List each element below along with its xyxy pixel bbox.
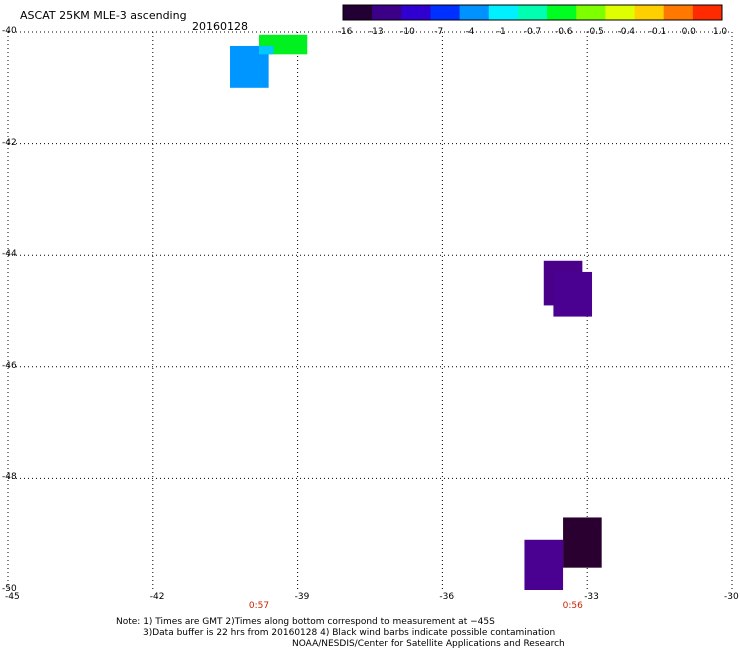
footer-credit: NOAA/NESDIS/Center for Satellite Applica… [292,639,565,649]
colorbar-frame [342,4,723,21]
footer-note-line2: 3)Data buffer is 22 hrs from 20160128 4)… [143,628,556,638]
colorbar-label: -0.5 [586,27,604,37]
x-tick-label: -45 [5,592,20,602]
colorbar-label: -7 [434,27,444,37]
colorbar-label: -0.4 [617,27,636,37]
colorbar-segment [634,5,665,20]
colorbar-label: 0.0 [681,27,696,37]
colorbar-label: -0.6 [554,27,573,37]
colorbar-segment [663,5,694,20]
y-tick-label: -44 [2,249,17,260]
time-label: 0:57 [248,601,270,611]
chart-date: 20160128 [192,20,248,33]
footer-note-line1: Note: 1) Times are GMT 2)Times along bot… [116,617,495,627]
colorbar-label: -0.7 [523,27,542,37]
y-tick-label: -40 [2,26,17,36]
chart-title: ASCAT 25KM MLE-3 ascending [20,9,187,22]
data-cell [553,271,593,317]
colorbar-segment [576,5,606,20]
y-tick-label: -48 [2,472,17,483]
colorbar-segment [517,5,548,20]
colorbar-segment [692,5,723,20]
colorbar-label: -10 [400,27,415,37]
data-cell [524,539,564,590]
colorbar-segment [547,5,577,20]
colorbar-segment [459,5,490,20]
y-tick-label: -42 [2,137,17,148]
y-tick-label: -46 [2,360,17,371]
colorbar-label: -16 [337,27,353,37]
colorbar-label: -13 [368,27,384,37]
data-cell [258,45,274,55]
colorbar-segment [605,5,636,20]
colorbar-segment [372,5,402,20]
colorbar-label: -4 [465,27,475,37]
colorbar-label: 1.0 [712,27,728,37]
colorbar-segment [401,5,431,20]
time-label: 0:56 [562,601,583,611]
y-tick-label: -50 [2,584,17,594]
x-tick-label: -42 [149,592,165,602]
colorbar-segment [343,5,373,20]
x-tick-label: -36 [439,592,455,602]
x-tick-label: -33 [584,592,599,602]
data-cell [563,517,602,568]
colorbar-segment [488,5,519,20]
colorbar-label: -1 [496,27,506,37]
colorbar-segment [430,5,461,20]
x-tick-label: -30 [724,592,739,602]
x-tick-label: -39 [294,592,310,602]
colorbar-label: -0.1 [648,27,667,37]
